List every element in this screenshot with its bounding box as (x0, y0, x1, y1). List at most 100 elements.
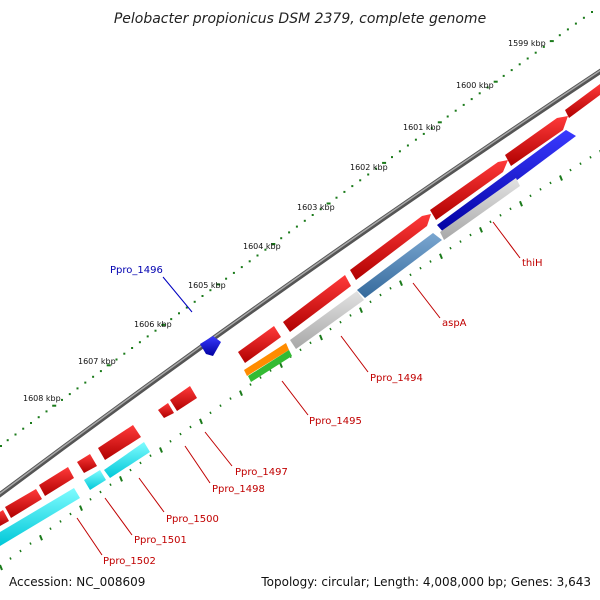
inner-tick (189, 425, 192, 429)
feature-cyan-1500[interactable] (104, 442, 150, 478)
gene-forward-12[interactable] (5, 489, 42, 518)
ruler-dot (311, 214, 314, 216)
ruler-dot (422, 132, 425, 135)
gene-forward-4[interactable] (350, 214, 431, 280)
ruler-dot (510, 69, 513, 72)
label-thiH: thiH (522, 258, 543, 269)
inner-tick (469, 233, 472, 237)
ruler-label-1604: 1604 kbp (243, 242, 281, 251)
inner-tick (109, 483, 112, 487)
inner-tick (0, 564, 3, 571)
gene-forward-7[interactable] (170, 386, 197, 411)
ruler-label-1603: 1603 kbp (297, 203, 335, 212)
inner-tick (309, 341, 312, 345)
map-title: Pelobacter propionicus DSM 2379, complet… (114, 11, 486, 27)
feature-blue-ppro1496[interactable] (200, 336, 221, 356)
ruler-dot (225, 277, 228, 280)
ruler-dot (240, 266, 243, 269)
inner-tick (139, 461, 142, 465)
ruler-dot (518, 63, 521, 66)
ruler-dot (106, 364, 111, 367)
feature-orange-ppro1495[interactable] (244, 343, 289, 376)
ruler-dot (178, 312, 180, 315)
label-ppro-1500: Ppro_1500 (166, 514, 219, 525)
feature-blue-thiH[interactable] (437, 130, 576, 234)
label-ppro-1495: Ppro_1495 (309, 416, 362, 427)
gene-forward-11[interactable] (39, 467, 74, 496)
ruler-label-1606: 1606 kbp (134, 320, 172, 329)
ruler-dot (154, 329, 157, 332)
inner-tick (259, 376, 262, 379)
ruler-dot (115, 358, 118, 361)
label-aspA: aspA (442, 318, 467, 329)
gene-forward-10[interactable] (77, 454, 97, 473)
inner-tick (489, 220, 492, 224)
ruler-dot (193, 300, 196, 303)
ruler-dot (359, 179, 362, 182)
ruler-dot (6, 439, 9, 442)
feature-cyan-1501[interactable] (84, 470, 106, 490)
inner-tick (359, 307, 363, 313)
ruler-dot (84, 381, 87, 384)
feature-gray-ppro1494[interactable] (290, 291, 364, 349)
feature-steel-aspA[interactable] (357, 233, 442, 298)
inner-tick (219, 404, 222, 408)
gene-forward-13[interactable] (0, 510, 9, 526)
inner-tick (59, 520, 62, 523)
gene-forward-9[interactable] (98, 425, 141, 460)
ruler-dot (398, 150, 401, 153)
label-ppro-1498: Ppro_1498 (212, 484, 265, 495)
ruler-dot (493, 80, 498, 83)
ruler-dot (76, 387, 79, 390)
ruler-dot (295, 225, 298, 228)
ruler-dot (99, 370, 102, 373)
gene-forward-3[interactable] (430, 160, 508, 220)
inner-tick (279, 362, 283, 368)
ruler-dot (185, 306, 188, 309)
ruler-label-1600: 1600 kbp (456, 81, 494, 90)
gene-forward-1[interactable] (565, 84, 600, 118)
ruler-dot (37, 416, 40, 419)
accession-text: Accession: NC_008609 (9, 575, 145, 589)
inner-tick (479, 227, 483, 233)
inner-tick (89, 497, 92, 501)
inner-tick (549, 181, 552, 185)
ruler-dot (138, 341, 141, 344)
ruler-dot (406, 144, 409, 147)
ruler-dot (454, 109, 457, 112)
inner-tick (49, 527, 52, 531)
ruler-dot (216, 283, 221, 286)
gene-forward-2[interactable] (505, 116, 568, 166)
label-ppro-1502: Ppro_1502 (103, 556, 156, 567)
ruler-dot (335, 196, 338, 199)
ruler-dot (264, 248, 267, 251)
gene-forward-5[interactable] (283, 275, 351, 332)
feature-green-ppro1495[interactable] (248, 350, 292, 382)
inner-tick (499, 213, 502, 217)
gene-forward-6[interactable] (238, 326, 281, 363)
inner-tick (169, 439, 172, 443)
ruler-dot (30, 422, 32, 424)
ruler-dot (558, 34, 561, 37)
gene-forward-8[interactable] (158, 403, 174, 418)
ruler-label-1608: 1608 kbp (23, 394, 61, 403)
ruler-dots (0, 11, 593, 447)
inner-tick (589, 155, 592, 159)
ruler-dot (248, 260, 251, 263)
ruler-dot (343, 190, 346, 193)
ruler-dot (271, 243, 276, 245)
feature-gray-1[interactable] (440, 178, 520, 240)
inner-tick (129, 468, 132, 472)
inner-tick (429, 260, 432, 263)
inner-tick (269, 369, 272, 372)
feature-cyan-1502[interactable] (0, 488, 80, 546)
ruler-dot (45, 410, 48, 413)
ruler-dot (582, 16, 585, 19)
ruler-dot (414, 138, 417, 141)
inner-tick (299, 348, 302, 352)
inner-tick (399, 280, 403, 286)
ruler-dot (470, 98, 473, 101)
ruler-dot (382, 161, 387, 164)
genome-summary-text: Topology: circular; Length: 4,008,000 bp… (260, 575, 591, 589)
